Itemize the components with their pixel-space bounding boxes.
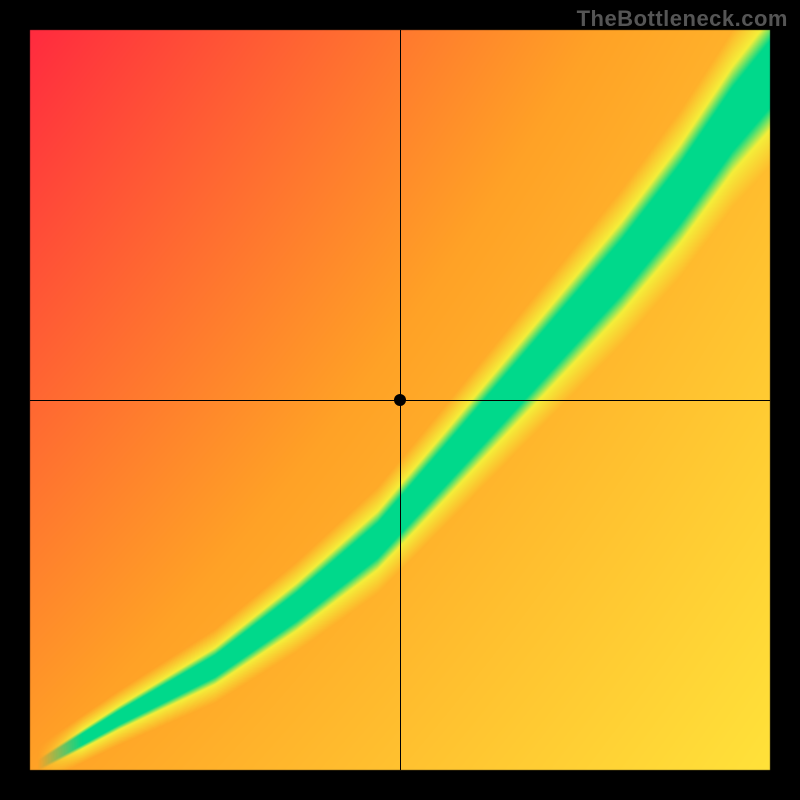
watermark-text: TheBottleneck.com: [577, 6, 788, 32]
plot-area: [30, 30, 770, 770]
data-point-marker: [394, 394, 406, 406]
chart-container: TheBottleneck.com: [0, 0, 800, 800]
